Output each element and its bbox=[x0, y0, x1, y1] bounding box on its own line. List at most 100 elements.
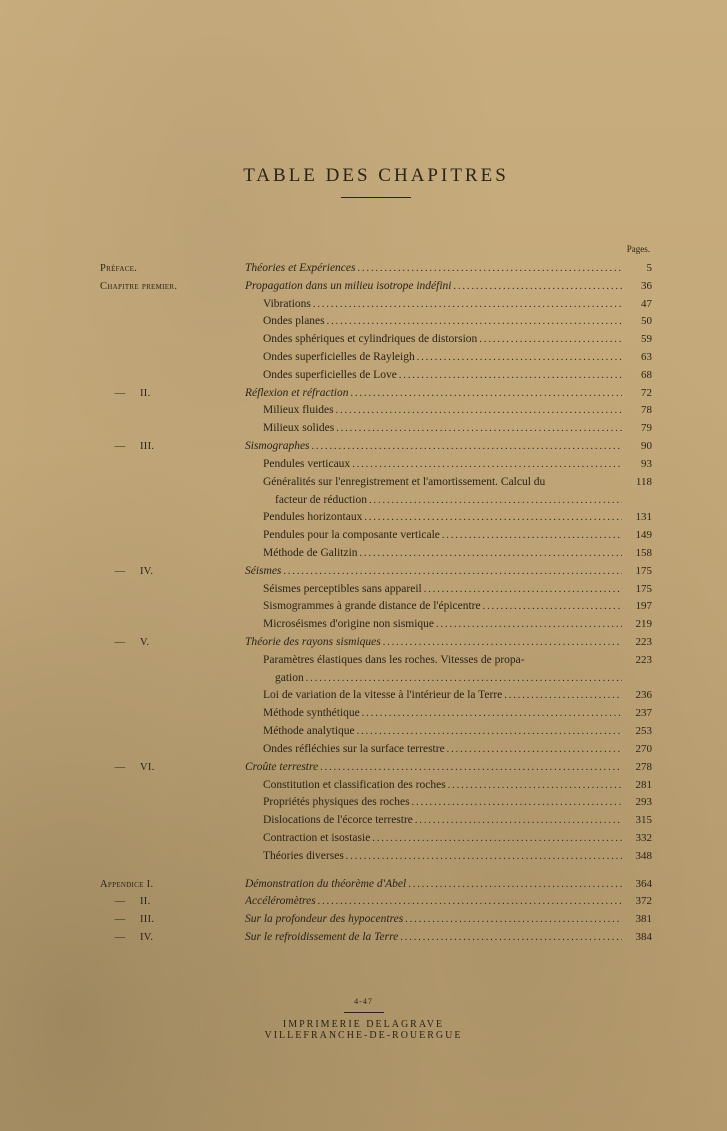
toc-entry: Propriétés physiques des roches293 bbox=[100, 794, 652, 812]
toc-entry-text: Généralités sur l'enregistrement et l'am… bbox=[245, 474, 622, 510]
toc-leader bbox=[334, 421, 622, 437]
footer-rule bbox=[344, 1012, 384, 1013]
toc-entry-text: Sismogrammes à grande distance de l'épic… bbox=[245, 598, 622, 616]
toc-entry: —III.Sismographes 90 bbox=[100, 438, 652, 456]
toc-leader bbox=[356, 261, 623, 277]
toc-entry: —II.Réflexion et réfraction72 bbox=[100, 385, 652, 403]
toc-entry: Pendules pour la composante verticale 149 bbox=[100, 527, 652, 545]
toc-entry-label: Appendice I. bbox=[100, 877, 245, 893]
toc-page-number: 236 bbox=[622, 687, 652, 704]
toc-entry: —IV.Sur le refroidissement de la Terre38… bbox=[100, 929, 652, 947]
toc-title: TABLE DES CHAPITRES bbox=[100, 165, 652, 187]
toc-entry-text: Croûte terrestre bbox=[245, 759, 622, 777]
toc-page-number: 118 bbox=[622, 474, 652, 491]
title-rule bbox=[341, 197, 411, 198]
toc-page-number: 332 bbox=[622, 830, 652, 847]
pages-column-header: Pages. bbox=[100, 243, 652, 257]
toc-text: Pendules pour la composante verticale bbox=[263, 527, 440, 545]
toc-page-number: 50 bbox=[622, 313, 652, 330]
footer-location: VILLEFRANCHE-DE-ROUERGUE bbox=[0, 1030, 727, 1041]
toc-page-number: 253 bbox=[622, 723, 652, 740]
toc-entry: Pendules horizontaux131 bbox=[100, 509, 652, 527]
toc-leader bbox=[358, 546, 622, 562]
toc-dash: — bbox=[100, 894, 140, 910]
toc-entry-text: Pendules pour la composante verticale bbox=[245, 527, 622, 545]
toc-text: Sismographes bbox=[245, 438, 310, 456]
toc-entry: Milieux solides79 bbox=[100, 420, 652, 438]
toc-leader bbox=[445, 742, 622, 758]
toc-page-number: 131 bbox=[622, 509, 652, 526]
toc-page-number: 270 bbox=[622, 741, 652, 758]
toc-leader bbox=[348, 386, 622, 402]
toc-leader bbox=[397, 368, 622, 384]
toc-dash: — bbox=[100, 564, 140, 580]
toc-text: Loi de variation de la vitesse à l'intér… bbox=[263, 687, 502, 705]
toc-roman: V. bbox=[140, 635, 170, 651]
toc-entry-text: Démonstration du théorème d'Abel bbox=[245, 876, 622, 894]
toc-entry: Méthode de Galitzin158 bbox=[100, 545, 652, 563]
toc-entry-label: —IV. bbox=[100, 564, 245, 580]
toc-entry-text: Milieux fluides bbox=[245, 402, 622, 420]
toc-entry-text: Méthode synthétique bbox=[245, 705, 622, 723]
toc-dash: — bbox=[100, 635, 140, 651]
toc-leader bbox=[410, 795, 622, 811]
toc-leader bbox=[502, 688, 622, 704]
toc-entry-text: Ondes superficielles de Rayleigh bbox=[245, 349, 622, 367]
toc-text: Constitution et classification des roche… bbox=[263, 777, 446, 795]
imprint-footer: 4-47 IMPRIMERIE DELAGRAVE VILLEFRANCHE-D… bbox=[0, 997, 727, 1041]
toc-entry: —II.Accéléromètres372 bbox=[100, 893, 652, 911]
toc-leader bbox=[362, 510, 622, 526]
toc-page-number: 63 bbox=[622, 349, 652, 366]
toc-leader bbox=[304, 671, 622, 687]
toc-entry: Pendules verticaux93 bbox=[100, 456, 652, 474]
toc-entry-text: Constitution et classification des roche… bbox=[245, 777, 622, 795]
toc-page-number: 223 bbox=[622, 652, 652, 669]
toc-entry-text: Méthode de Galitzin bbox=[245, 545, 622, 563]
toc-page-number: 293 bbox=[622, 794, 652, 811]
toc-entry-text: Théories diverses bbox=[245, 848, 622, 866]
toc-entry-text: Sismographes bbox=[245, 438, 622, 456]
toc-entry-text: Ondes superficielles de Love bbox=[245, 367, 622, 385]
toc-text: Milieux fluides bbox=[263, 402, 334, 420]
toc-entry-text: Ondes sphériques et cylindriques de dist… bbox=[245, 331, 622, 349]
toc-entries-container: Préface.Théories et Expériences5Chapitre… bbox=[100, 260, 652, 947]
toc-entry: Appendice I.Démonstration du théorème d'… bbox=[100, 876, 652, 894]
toc-entry-label: —VI. bbox=[100, 760, 245, 776]
toc-text: Milieux solides bbox=[263, 420, 334, 438]
toc-entry-label: —III. bbox=[100, 912, 245, 928]
toc-page-number: 237 bbox=[622, 705, 652, 722]
toc-leader bbox=[481, 599, 622, 615]
toc-entry: —VI.Croûte terrestre278 bbox=[100, 759, 652, 777]
toc-text: Ondes planes bbox=[263, 313, 325, 331]
toc-entry-text: Théories et Expériences bbox=[245, 260, 622, 278]
toc-leader bbox=[381, 635, 622, 651]
toc-text: Pendules verticaux bbox=[263, 456, 350, 474]
toc-entry-label: —III. bbox=[100, 439, 245, 455]
toc-page-number: 149 bbox=[622, 527, 652, 544]
toc-page-number: 197 bbox=[622, 598, 652, 615]
toc-leader bbox=[434, 617, 622, 633]
toc-entry-text: Propriétés physiques des roches bbox=[245, 794, 622, 812]
toc-entry: —IV.Séismes175 bbox=[100, 563, 652, 581]
toc-entry: Préface.Théories et Expériences5 bbox=[100, 260, 652, 278]
toc-leader bbox=[370, 831, 622, 847]
toc-leader bbox=[367, 493, 622, 509]
toc-roman: II. bbox=[140, 386, 170, 402]
toc-page-number: 5 bbox=[622, 260, 652, 277]
toc-dash: — bbox=[100, 760, 140, 776]
toc-entry-text: Séismes bbox=[245, 563, 622, 581]
toc-entry-text: Méthode analytique bbox=[245, 723, 622, 741]
toc-page-number: 90 bbox=[622, 438, 652, 455]
toc-entry-text: Propagation dans un milieu isotrope indé… bbox=[245, 278, 622, 296]
toc-text: Microséismes d'origine non sismique bbox=[263, 616, 434, 634]
toc-leader bbox=[398, 930, 622, 946]
toc-text: Théories diverses bbox=[263, 848, 344, 866]
toc-page-number: 36 bbox=[622, 278, 652, 295]
toc-entry-label: —IV. bbox=[100, 930, 245, 946]
toc-leader bbox=[311, 297, 622, 313]
toc-text: Sismogrammes à grande distance de l'épic… bbox=[263, 598, 481, 616]
toc-entry-text: Pendules verticaux bbox=[245, 456, 622, 474]
toc-entry: Ondes planes 50 bbox=[100, 313, 652, 331]
toc-entry: —V.Théorie des rayons sismiques223 bbox=[100, 634, 652, 652]
toc-page-number: 47 bbox=[622, 296, 652, 313]
